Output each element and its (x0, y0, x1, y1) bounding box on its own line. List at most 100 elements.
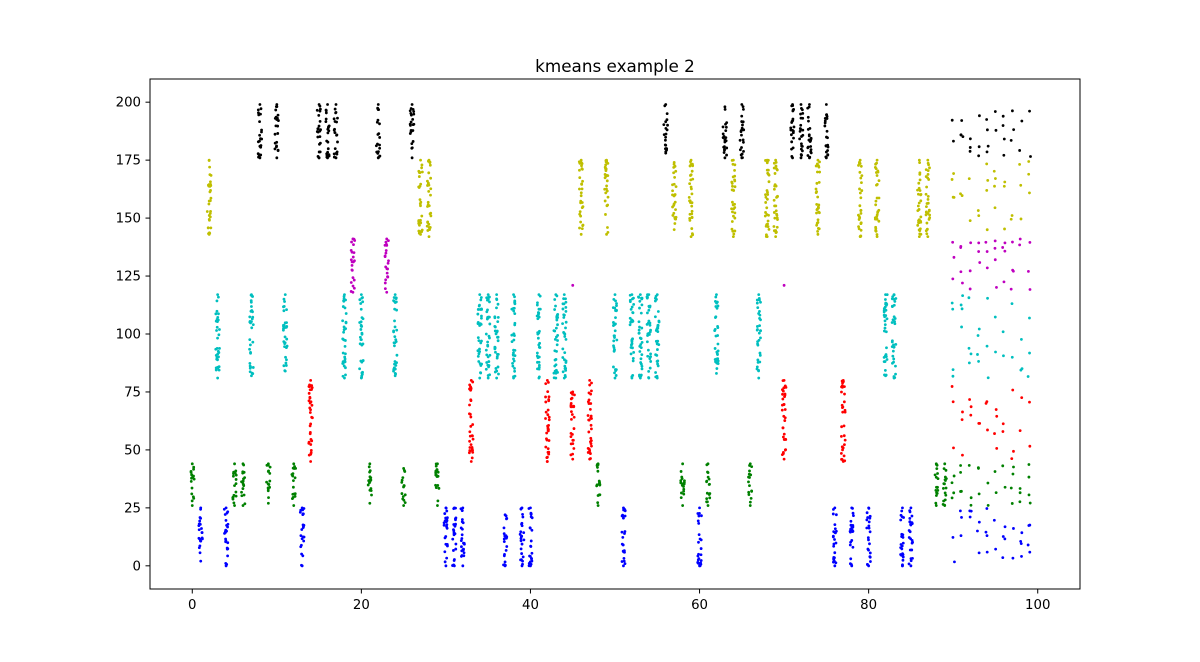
blue-point (519, 539, 523, 543)
red-point (547, 395, 551, 399)
cyan-point (757, 368, 760, 372)
blue-point (833, 527, 837, 531)
green-point (994, 491, 998, 495)
green-point (944, 486, 948, 490)
yellow-point (917, 219, 920, 223)
black-point (790, 133, 793, 137)
red-point (842, 454, 846, 458)
blue-point (910, 521, 914, 525)
blue-point (977, 551, 981, 555)
cyan-point (993, 315, 997, 319)
green-point (370, 493, 373, 497)
y-tick-label: 25 (124, 501, 141, 516)
cyan-point (714, 295, 718, 299)
magenta-point (1003, 241, 1007, 245)
yellow-point (731, 184, 734, 188)
yellow-point (814, 191, 818, 195)
green-point (1018, 500, 1022, 504)
cyan-point (645, 340, 649, 344)
yellow-point (732, 232, 736, 236)
cyan-point (882, 329, 886, 333)
cyan-point (554, 293, 558, 296)
cyan-point (556, 339, 559, 342)
yellow-point (917, 192, 920, 196)
magenta-point (1028, 288, 1032, 291)
cyan-point (564, 369, 568, 372)
blue-point (520, 506, 524, 510)
cyan-point (553, 364, 557, 368)
cyan-point (715, 301, 718, 305)
yellow-point (917, 201, 921, 205)
cyan-point (282, 323, 286, 327)
yellow-point (926, 198, 930, 201)
cyan-point (884, 298, 887, 301)
blue-point (520, 521, 524, 525)
cyan-point (217, 333, 221, 337)
green-point (268, 479, 272, 483)
yellow-point (419, 200, 423, 204)
blue-point (443, 560, 447, 564)
cyan-point (395, 353, 399, 357)
green-point (240, 490, 243, 494)
cyan-point (1001, 330, 1005, 334)
green-point (400, 478, 404, 482)
cyan-point (214, 347, 218, 351)
yellow-point (951, 195, 955, 199)
green-point (960, 489, 963, 493)
black-point (791, 156, 794, 160)
cyan-point (513, 354, 517, 358)
yellow-point (917, 158, 921, 162)
cyan-point (496, 335, 500, 339)
green-point (243, 502, 247, 506)
green-point (969, 503, 973, 507)
cyan-point (892, 357, 896, 361)
yellow-point (986, 178, 990, 182)
blue-point (503, 560, 507, 564)
magenta-point (961, 281, 964, 285)
black-point (742, 107, 745, 111)
magenta-point (352, 286, 356, 290)
cyan-point (536, 360, 539, 364)
blue-point (697, 552, 700, 556)
cyan-point (359, 338, 363, 342)
cyan-point (613, 371, 616, 375)
yellow-point (950, 178, 954, 181)
red-point (570, 410, 573, 413)
cyan-point (494, 332, 498, 336)
yellow-point (814, 187, 818, 191)
cyan-point (655, 360, 659, 363)
cyan-point (562, 376, 566, 380)
black-point (374, 144, 378, 148)
red-point (781, 392, 784, 396)
yellow-point (775, 195, 778, 199)
cyan-point (628, 298, 632, 302)
cyan-point (892, 360, 895, 364)
yellow-point (857, 225, 860, 229)
yellow-point (815, 203, 819, 206)
cyan-point (217, 355, 220, 359)
yellow-point (764, 211, 767, 214)
cyan-point (495, 306, 498, 310)
cyan-point (284, 364, 288, 367)
yellow-point (606, 195, 610, 199)
cyan-point (564, 361, 568, 364)
green-point (934, 504, 938, 507)
cyan-point (393, 301, 397, 304)
yellow-point (818, 170, 822, 174)
yellow-point (689, 185, 693, 189)
red-point (590, 381, 593, 385)
green-point (366, 483, 370, 487)
cyan-point (248, 320, 252, 324)
yellow-point (580, 182, 583, 186)
cyan-point (716, 362, 720, 366)
blue-point (445, 518, 449, 522)
red-point (839, 451, 843, 455)
green-point (266, 462, 270, 466)
blue-point (868, 530, 872, 534)
blue-point (1028, 550, 1032, 554)
red-point (783, 416, 787, 420)
blue-point (301, 512, 305, 516)
cyan-point (553, 358, 557, 362)
blue-point (868, 551, 872, 555)
